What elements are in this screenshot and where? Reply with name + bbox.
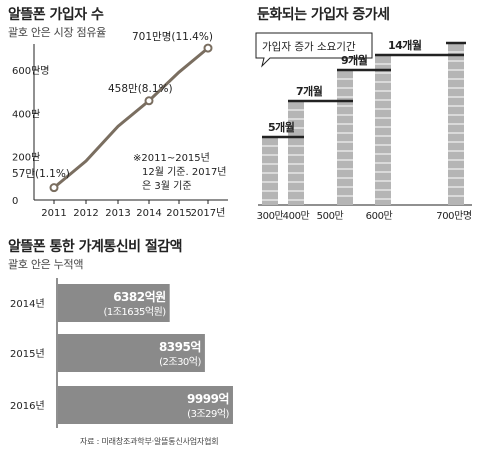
- note-line-3: 은 3월 기준: [142, 180, 192, 192]
- duration-label: 9개월: [341, 53, 368, 67]
- subscribers-chart-title: 알뜰폰 가입자 수: [8, 7, 104, 23]
- data-point: [144, 96, 154, 106]
- data-point: [203, 43, 213, 53]
- duration-label: 14개월: [388, 38, 422, 52]
- value-label: 8395억: [159, 340, 201, 354]
- cumulative-label: (2조30억): [159, 356, 201, 368]
- growth-step-chart: 가입자 증가 소요기간 5개월 7개월 9개월 14개월 300만 400만 500만 60…: [255, 32, 472, 222]
- category-label: 2014년: [10, 298, 45, 310]
- note-line-2: 12월 기준. 2017년: [142, 166, 227, 178]
- x-tick-label: 2012: [73, 208, 98, 219]
- step-bar: [288, 101, 304, 205]
- growth-slowdown-title: 둔화되는 가입자 증가세: [257, 7, 390, 23]
- savings-bar: [58, 386, 233, 424]
- x-tick-label: 300만: [257, 210, 284, 222]
- callout-text: 가입자 증가 소요기간: [262, 40, 356, 53]
- x-tick-label: 2011: [41, 208, 66, 219]
- y-tick-label: 400만: [12, 108, 40, 120]
- step-bar: [337, 70, 353, 205]
- x-tick-label: 2013: [105, 208, 130, 219]
- savings-bar: [58, 334, 205, 372]
- x-tick-label: 2015: [166, 208, 191, 219]
- x-tick-label: 2017년: [191, 207, 226, 219]
- savings-bar-chart: 2014년 6382억원 (1조1635억원) 2015년 8395억 (2조30억) 20…: [10, 278, 233, 428]
- savings-chart-subtitle: 괄호 안은 누적액: [8, 258, 84, 271]
- x-tick-label: 400만: [283, 210, 310, 222]
- step-bar: [262, 137, 278, 205]
- subscribers-line: [53, 46, 209, 189]
- cumulative-label: (3조29억): [187, 408, 229, 420]
- callout-bubble: [255, 32, 373, 68]
- x-tick-label: 600만: [366, 210, 393, 222]
- category-label: 2015년: [10, 348, 45, 360]
- cumulative-label: (1조1635억원): [103, 306, 166, 318]
- data-label: 701만명(11.4%): [132, 31, 213, 43]
- y-tick-label: 0: [12, 196, 18, 207]
- x-tick-label: 2014: [136, 208, 161, 219]
- data-point: [49, 183, 59, 193]
- value-label: 9999억: [187, 392, 229, 406]
- savings-bar: [58, 284, 170, 322]
- duration-label: 7개월: [296, 84, 323, 98]
- savings-chart-title: 알뜰폰 통한 가계통신비 절감액: [8, 239, 183, 255]
- data-label: 57만(1.1%): [12, 168, 70, 180]
- x-tick-label: 500만: [317, 210, 344, 222]
- note-line-1: ※2011~2015년: [133, 152, 210, 164]
- duration-label: 5개월: [268, 120, 295, 134]
- x-tick-label: 700만명: [436, 210, 472, 222]
- source-note: 자료 : 미래창조과학부·알뜰통신사업자협회: [80, 437, 219, 446]
- value-label: 6382억원: [113, 290, 165, 304]
- y-tick-label: 600만명: [12, 65, 50, 77]
- data-label: 458만(8.1%): [108, 83, 173, 95]
- step-bar: [375, 55, 391, 205]
- category-label: 2016년: [10, 400, 45, 412]
- subscribers-chart-subtitle: 괄호 안은 시장 점유율: [8, 26, 106, 39]
- subscribers-line-chart: 0 200만 400만 600만명 2011 2012 2013 2014 20152017년…: [12, 31, 228, 219]
- y-tick-label: 200만: [12, 152, 40, 164]
